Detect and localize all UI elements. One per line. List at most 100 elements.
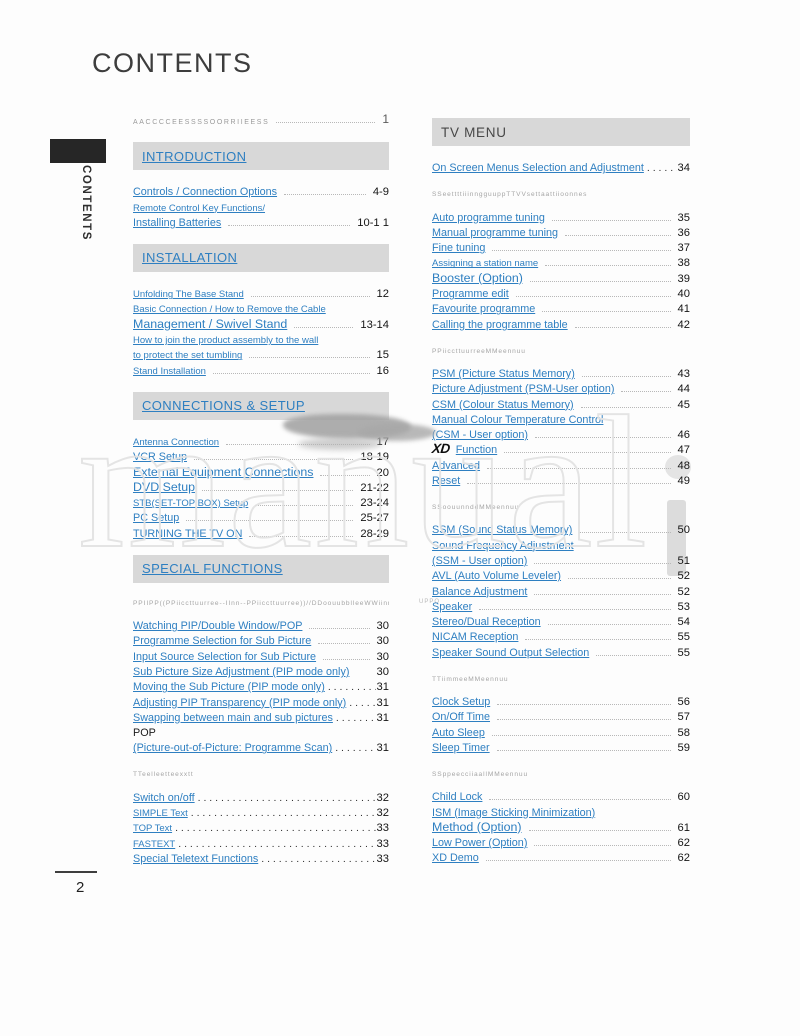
toc-entry-link[interactable]: External Equipment Connections bbox=[133, 464, 314, 479]
toc-entry-link[interactable]: Booster (Option) bbox=[432, 270, 523, 285]
toc-row: Special Teletext Functions. . . . . . . … bbox=[133, 850, 389, 865]
toc-entry-link[interactable]: Programme Selection for Sub Picture bbox=[133, 635, 312, 648]
dotted-leader bbox=[228, 224, 351, 226]
toc-entry-link[interactable]: Manual Colour Temperature Control bbox=[432, 413, 604, 426]
toc-entry-link[interactable]: Balance Adjustment bbox=[432, 585, 528, 598]
toc-entry-link[interactable]: (SSM - User option) bbox=[432, 554, 528, 567]
toc-entry-link[interactable]: Favourite programme bbox=[432, 303, 536, 316]
toc-entry-link[interactable]: Reset bbox=[432, 475, 461, 488]
toc-entry-link[interactable]: Stereo/Dual Reception bbox=[432, 616, 541, 629]
page-number-value: 30 bbox=[376, 635, 389, 648]
toc-row: Moving the Sub Picture (PIP mode only). … bbox=[133, 678, 389, 693]
toc-entry-link[interactable]: Management / Swivel Stand bbox=[133, 316, 288, 331]
toc-entry-link[interactable]: DVD Setup bbox=[133, 479, 195, 494]
toc-entry-link[interactable]: Remote Control Key Functions/ bbox=[133, 202, 266, 214]
page-number-value: 21-22 bbox=[360, 481, 389, 494]
toc-entry-link[interactable]: Watching PIP/Double Window/POP bbox=[133, 620, 303, 633]
toc-entry-link[interactable]: FASTEXT bbox=[133, 838, 176, 850]
toc-entry-text: POP bbox=[133, 727, 156, 740]
page-number-value: 30 bbox=[376, 620, 389, 633]
right-column: TV MENU On Screen Menus Selection and Adj… bbox=[431, 118, 690, 864]
scan-text-artifact: UPPO bbox=[419, 599, 441, 605]
toc-row: TURNING THE TV ON 28-29 bbox=[133, 524, 389, 540]
toc-entry-link[interactable]: Installing Batteries bbox=[133, 216, 222, 229]
period-leader: . . . . . . . . . . . . . . . . . . . . … bbox=[335, 742, 375, 755]
toc-entry-link[interactable]: to protect the set tumbling bbox=[133, 350, 243, 362]
page-number-value: 33 bbox=[376, 837, 389, 850]
toc-entry-link[interactable]: PSM (Picture Status Memory) bbox=[432, 367, 575, 380]
toc-entry-link[interactable]: Programme edit bbox=[432, 288, 509, 301]
toc-entry-link[interactable]: Speaker bbox=[432, 600, 473, 613]
toc-entry-link[interactable]: Calling the programme table bbox=[432, 318, 568, 331]
toc-entry-link[interactable]: Child Lock bbox=[432, 791, 483, 804]
toc-entry-link[interactable]: SIMPLE Text bbox=[133, 808, 188, 820]
garbled-subheader: TTeelleetteexxtt bbox=[133, 771, 194, 779]
toc-entry-link[interactable]: VCR Setup bbox=[133, 451, 188, 464]
toc-entry-link[interactable]: Sleep Timer bbox=[432, 741, 490, 754]
toc-entry-link[interactable]: Special Teletext Functions bbox=[133, 852, 259, 865]
toc-entry-link[interactable]: On Screen Menus Selection and Adjustment bbox=[432, 162, 644, 175]
toc-entry-link[interactable]: CSM (Colour Status Memory) bbox=[432, 398, 574, 411]
section-header-connections-setup[interactable]: CONNECTIONS & SETUP bbox=[133, 391, 389, 420]
toc-entry-link[interactable]: Fine tuning bbox=[432, 242, 486, 255]
toc-entry-link[interactable]: Stand Installation bbox=[133, 365, 206, 377]
dotted-leader bbox=[580, 406, 671, 408]
toc-entry-link[interactable]: PC Setup bbox=[133, 512, 180, 525]
toc-entry-link[interactable]: (Picture-out-of-Picture: Programme Scan) bbox=[133, 742, 333, 755]
toc-entry-link[interactable]: Sound Frequency Adjustment bbox=[432, 539, 574, 552]
toc-entry-link[interactable]: Auto Sleep bbox=[432, 726, 485, 739]
toc-entry-link[interactable]: How to join the product assembly to the … bbox=[133, 335, 319, 347]
toc-entry-link[interactable]: Assigning a station name bbox=[432, 258, 539, 270]
toc-entry-link[interactable]: Speaker Sound Output Selection bbox=[432, 646, 590, 659]
toc-entry-link[interactable]: Swapping between main and sub pictures bbox=[133, 711, 333, 724]
toc-entry-link[interactable]: Sub Picture Size Adjustment (PIP mode on… bbox=[133, 665, 350, 678]
toc-entry-link[interactable]: STB(SET-TOP BOX) Setup bbox=[133, 498, 249, 510]
toc-entry-link[interactable]: Moving the Sub Picture (PIP mode only) bbox=[133, 681, 325, 694]
toc-entry-link[interactable]: TURNING THE TV ON bbox=[133, 527, 243, 540]
toc-entry-link[interactable]: Unfolding The Base Stand bbox=[133, 289, 244, 301]
toc-entry-link[interactable]: Adjusting PIP Transparency (PIP mode onl… bbox=[133, 696, 347, 709]
toc-row: Fine tuning 37 bbox=[432, 239, 690, 254]
toc-row: XD Demo 62 bbox=[432, 849, 690, 864]
toc-entry-link[interactable]: Low Power (Option) bbox=[432, 837, 528, 850]
toc-entry-link[interactable]: Switch on/off bbox=[133, 791, 195, 804]
toc-section-tv-menu: TV MENU On Screen Menus Selection and Adj… bbox=[431, 118, 690, 864]
section-header-introduction[interactable]: INTRODUCTION bbox=[133, 142, 389, 170]
toc-entry-link[interactable]: Method (Option) bbox=[432, 819, 522, 834]
page-number-value: 36 bbox=[677, 226, 690, 239]
toc-row: CSM (Colour Status Memory) 45 bbox=[432, 395, 690, 411]
toc-entry-link[interactable]: (CSM - User option) bbox=[432, 429, 528, 442]
garbled-subheader: SSppeecciiaallMMeennuu bbox=[432, 770, 529, 778]
toc-entry-accessories[interactable]: AACCCCEESSSSOORRIIEESS bbox=[133, 119, 270, 126]
toc-row: Clock Setup 56 bbox=[432, 693, 690, 708]
toc-entry-link[interactable]: Manual programme tuning bbox=[432, 226, 559, 239]
toc-entry-link[interactable]: Basic Connection / How to Remove the Cab… bbox=[133, 304, 326, 316]
toc-entry-link[interactable]: Input Source Selection for Sub Picture bbox=[133, 650, 317, 663]
toc-entry-link[interactable]: NICAM Reception bbox=[432, 631, 519, 644]
toc-entry-link[interactable]: Clock Setup bbox=[432, 696, 491, 709]
dotted-leader bbox=[491, 734, 671, 736]
toc-entry-link[interactable]: Advanced bbox=[432, 459, 481, 472]
dotted-leader bbox=[525, 639, 671, 641]
section-header-special-functions[interactable]: SPECIAL FUNCTIONS bbox=[133, 554, 389, 583]
section-header-installation[interactable]: INSTALLATION bbox=[133, 243, 389, 272]
toc-entry-link[interactable]: Controls / Connection Options bbox=[133, 186, 278, 199]
accessories-row: AACCCCEESSSSOORRIIEESS 1 bbox=[133, 110, 389, 126]
toc-entry-link[interactable]: On/Off Time bbox=[432, 711, 491, 724]
toc-row: Auto Sleep 58 bbox=[432, 723, 690, 739]
toc-row: How to join the product assembly to the … bbox=[133, 331, 389, 346]
page-number-value: 1 bbox=[382, 112, 389, 126]
toc-entry-link[interactable]: TOP Text bbox=[133, 823, 173, 835]
page-number-value: 52 bbox=[677, 585, 690, 598]
toc-entry-link[interactable]: Function bbox=[455, 444, 498, 457]
toc-entry-link[interactable]: SSM (Sound Status Memory) bbox=[432, 524, 573, 537]
toc-entry-link[interactable]: XD Demo bbox=[432, 852, 479, 865]
toc-entry-link[interactable]: ISM (Image Sticking Minimization) bbox=[432, 806, 596, 819]
toc-entry-link[interactable]: Picture Adjustment (PSM-User option) bbox=[432, 383, 615, 396]
toc-entry-link[interactable]: AVL (Auto Volume Leveler) bbox=[432, 570, 562, 583]
toc-entry-link[interactable]: Antenna Connection bbox=[133, 436, 220, 448]
toc-row: Stereo/Dual Reception 54 bbox=[432, 613, 690, 628]
page-number-value: 33 bbox=[376, 822, 389, 835]
toc-entry-link[interactable]: Auto programme tuning bbox=[432, 211, 545, 224]
dotted-leader bbox=[186, 520, 354, 522]
